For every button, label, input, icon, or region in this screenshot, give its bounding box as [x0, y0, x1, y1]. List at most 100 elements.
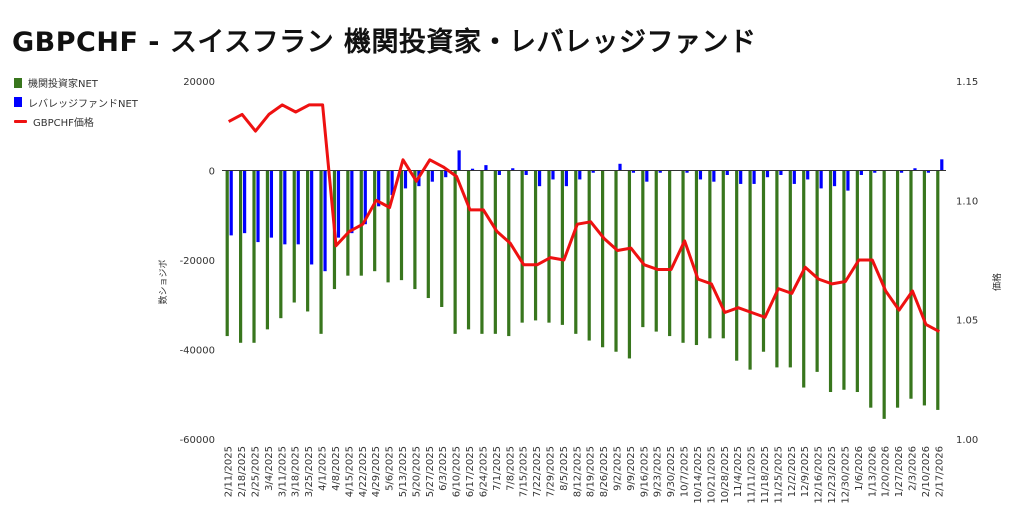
x-tick-label: 9/16/2025 — [639, 446, 650, 497]
leveraged-bar — [712, 170, 716, 182]
institutional-bar — [426, 170, 430, 299]
chart-title: GBPCHF - スイスフラン 機関投資家・レバレッジファンド — [12, 27, 757, 58]
leveraged-bar — [832, 170, 837, 187]
institutional-bar — [641, 170, 645, 328]
institutional-bar — [279, 170, 283, 319]
x-tick-label: 1/13/2026 — [867, 446, 878, 497]
institutional-bar — [359, 170, 363, 276]
x-tick-label: 12/23/2025 — [827, 446, 838, 504]
x-tick-label: 11/11/2025 — [747, 446, 758, 504]
x-tick-label: 6/17/2025 — [465, 446, 476, 497]
institutional-bar — [373, 170, 377, 272]
x-tick-label: 11/25/2025 — [773, 446, 784, 504]
institutional-bar — [708, 170, 712, 339]
x-tick-label: 2/10/2026 — [921, 446, 932, 497]
leveraged-bar — [873, 170, 877, 173]
institutional-bar — [292, 170, 296, 303]
x-tick-label: 5/6/2025 — [385, 446, 396, 491]
x-tick-label: 4/8/2025 — [331, 446, 342, 491]
leveraged-bar — [859, 170, 863, 175]
institutional-bar — [466, 170, 471, 330]
x-tick-label: 11/18/2025 — [760, 446, 771, 504]
x-tick-label: 8/12/2025 — [572, 446, 583, 497]
leveraged-bar — [390, 170, 394, 196]
x-tick-label: 8/26/2025 — [599, 446, 610, 497]
legend: 機関投資家NET レバレッジファンドNET GBPCHF価格 — [14, 73, 138, 132]
legend-item-institutional: 機関投資家NET — [14, 73, 138, 93]
right-tick-label: 1.10 — [956, 196, 978, 207]
leveraged-bar — [524, 170, 528, 175]
institutional-bar — [681, 170, 685, 343]
legend-item-price: GBPCHF価格 — [14, 112, 138, 132]
x-tick-label: 1/20/2026 — [881, 446, 892, 497]
x-tick-label: 12/30/2025 — [840, 446, 851, 504]
x-tick-label: 4/22/2025 — [358, 446, 369, 497]
institutional-bar — [480, 170, 484, 334]
institutional-bar — [587, 170, 591, 341]
leveraged-bar — [779, 170, 783, 175]
x-tick-label: 3/11/2025 — [277, 446, 288, 497]
leveraged-bar — [765, 170, 770, 178]
institutional-bar — [440, 170, 444, 307]
leveraged-bar — [350, 170, 354, 234]
institutional-bar — [306, 170, 310, 312]
institutional-bar — [775, 170, 779, 368]
leveraged-bar — [497, 170, 501, 175]
leveraged-bar — [725, 170, 729, 175]
leveraged-bar — [752, 170, 756, 184]
x-tick-label: 11/4/2025 — [733, 446, 744, 497]
institutional-bar — [507, 170, 511, 337]
institutional-bar — [560, 170, 564, 325]
x-tick-label: 10/7/2025 — [680, 446, 691, 497]
institutional-bar — [869, 170, 873, 408]
x-tick-label: 9/30/2025 — [666, 446, 677, 497]
x-tick-label: 12/16/2025 — [814, 446, 825, 504]
x-tick-label: 1/6/2026 — [854, 446, 865, 491]
institutional-bar — [627, 170, 632, 359]
institutional-bar — [936, 170, 940, 410]
left-tick-label: 0 — [209, 167, 215, 178]
x-tick-label: 2/25/2025 — [251, 446, 262, 497]
x-tick-label: 5/20/2025 — [411, 446, 422, 497]
leveraged-bar — [537, 170, 542, 187]
leveraged-bar — [578, 170, 582, 180]
institutional-bar — [842, 170, 846, 390]
leveraged-bar — [484, 165, 488, 171]
x-tick-label: 7/8/2025 — [505, 446, 516, 491]
legend-label-leveraged: レバレッジファンドNET — [28, 98, 138, 110]
leveraged-bar — [645, 170, 649, 182]
x-tick-label: 3/25/2025 — [304, 446, 315, 497]
institutional-bar — [694, 170, 699, 346]
x-tick-label: 2/17/2026 — [934, 446, 945, 497]
legend-swatch-institutional — [14, 77, 22, 88]
leveraged-bar — [698, 170, 703, 180]
leveraged-bar — [323, 170, 327, 272]
institutional-bar — [252, 170, 256, 343]
right-tick-label: 1.05 — [956, 316, 978, 327]
leveraged-bar — [243, 170, 247, 234]
institutional-bar — [533, 170, 538, 321]
institutional-bar — [735, 170, 739, 361]
leveraged-bar — [229, 170, 233, 236]
leveraged-bar — [631, 170, 636, 173]
x-tick-label: 6/10/2025 — [452, 446, 463, 497]
x-tick-label: 5/27/2025 — [425, 446, 436, 497]
institutional-bar — [346, 170, 350, 276]
institutional-bar — [828, 170, 833, 393]
leveraged-bar — [564, 170, 568, 187]
institutional-bar — [319, 170, 323, 334]
institutional-bar — [668, 170, 672, 337]
leveraged-bar — [470, 168, 475, 171]
leveraged-bar — [618, 163, 622, 171]
left-tick-label: -60000 — [180, 435, 215, 446]
legend-swatch-price — [14, 120, 27, 124]
legend-label-institutional: 機関投資家NET — [28, 79, 98, 91]
x-tick-label: 4/1/2025 — [318, 446, 329, 491]
institutional-bar — [601, 170, 605, 348]
x-tick-label: 3/18/2025 — [291, 446, 302, 497]
institutional-bar — [895, 170, 900, 408]
leveraged-bar — [457, 150, 461, 171]
leveraged-bar — [591, 170, 595, 173]
x-tick-label: 12/9/2025 — [800, 446, 811, 497]
